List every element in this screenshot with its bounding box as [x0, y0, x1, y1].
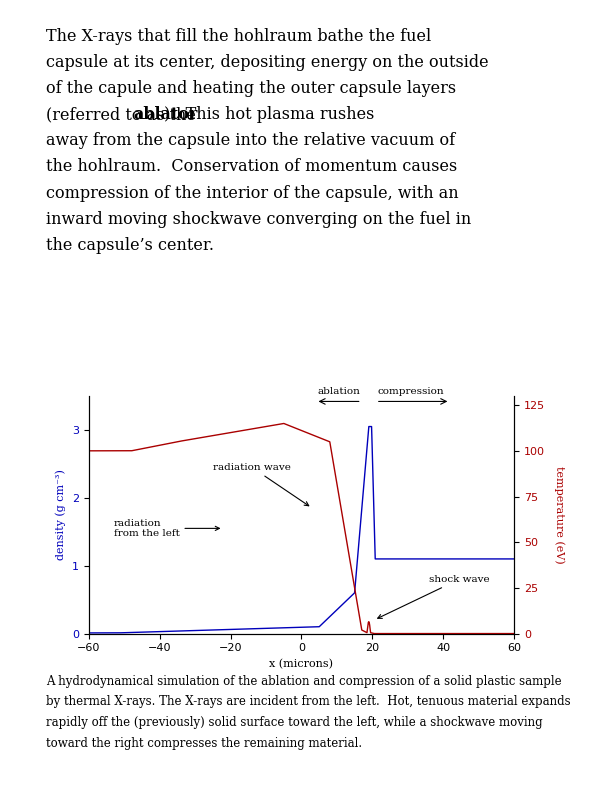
Text: the hohlraum.  Conservation of momentum causes: the hohlraum. Conservation of momentum c… [46, 158, 457, 175]
Text: compression: compression [378, 387, 444, 396]
Text: rapidly off the (previously) solid surface toward the left, while a shockwave mo: rapidly off the (previously) solid surfa… [46, 716, 542, 729]
Text: away from the capsule into the relative vacuum of: away from the capsule into the relative … [46, 132, 455, 149]
X-axis label: x (microns): x (microns) [269, 659, 334, 669]
Text: (referred to as the: (referred to as the [46, 106, 201, 123]
Text: A hydrodynamical simulation of the ablation and compression of a solid plastic s: A hydrodynamical simulation of the ablat… [46, 675, 562, 687]
Text: radiation
from the left: radiation from the left [114, 519, 220, 538]
Y-axis label: density (g cm⁻³): density (g cm⁻³) [56, 470, 66, 560]
Text: compression of the interior of the capsule, with an: compression of the interior of the capsu… [46, 185, 458, 201]
Text: toward the right compresses the remaining material.: toward the right compresses the remainin… [46, 737, 362, 749]
Text: the capsule’s center.: the capsule’s center. [46, 237, 214, 253]
Text: ).  This hot plasma rushes: ). This hot plasma rushes [164, 106, 374, 123]
Text: of the capule and heating the outer capsule layers: of the capule and heating the outer caps… [46, 80, 456, 97]
Text: radiation wave: radiation wave [213, 463, 308, 506]
Text: capsule at its center, depositing energy on the outside: capsule at its center, depositing energy… [46, 54, 488, 70]
Text: The X-rays that fill the hohlraum bathe the fuel: The X-rays that fill the hohlraum bathe … [46, 28, 431, 44]
Y-axis label: temperature (eV): temperature (eV) [554, 466, 564, 564]
Text: ablator: ablator [133, 106, 198, 123]
Text: shock wave: shock wave [378, 575, 490, 619]
Text: ablation: ablation [317, 387, 360, 396]
Text: inward moving shockwave converging on the fuel in: inward moving shockwave converging on th… [46, 211, 471, 227]
Text: by thermal X-rays. The X-rays are incident from the left.  Hot, tenuous material: by thermal X-rays. The X-rays are incide… [46, 695, 570, 708]
